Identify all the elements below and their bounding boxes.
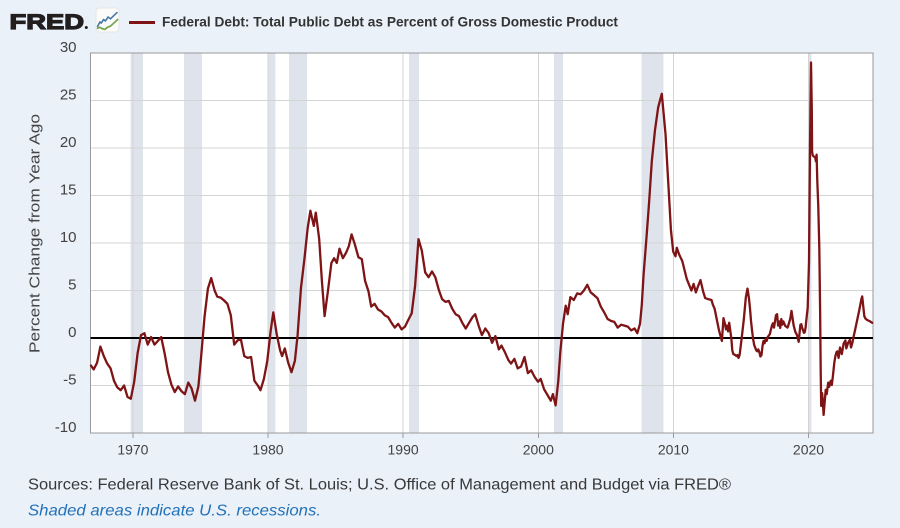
svg-text:1980: 1980 xyxy=(252,442,283,458)
svg-text:2020: 2020 xyxy=(793,442,824,458)
svg-text:FRED: FRED xyxy=(10,11,85,34)
svg-text:5: 5 xyxy=(68,277,76,294)
svg-text:Sources: Federal Reserve Bank: Sources: Federal Reserve Bank of St. Lou… xyxy=(28,477,731,494)
svg-text:20: 20 xyxy=(60,134,77,151)
svg-text:0: 0 xyxy=(68,324,76,341)
svg-text:25: 25 xyxy=(60,87,77,104)
svg-text:-5: -5 xyxy=(63,372,76,389)
svg-text:15: 15 xyxy=(60,182,77,199)
svg-text:Percent Change from Year Ago: Percent Change from Year Ago xyxy=(27,114,44,353)
svg-text:30: 30 xyxy=(60,39,77,56)
svg-text:2010: 2010 xyxy=(658,442,689,458)
svg-text:2000: 2000 xyxy=(523,442,554,458)
svg-text:-10: -10 xyxy=(55,419,77,436)
svg-text:10: 10 xyxy=(60,229,77,246)
svg-text:Shaded areas indicate U.S. rec: Shaded areas indicate U.S. recessions. xyxy=(28,503,321,520)
svg-text:1970: 1970 xyxy=(117,442,148,458)
svg-text:Federal Debt: Total Public Deb: Federal Debt: Total Public Debt as Perce… xyxy=(162,14,618,30)
svg-text:1990: 1990 xyxy=(388,442,419,458)
